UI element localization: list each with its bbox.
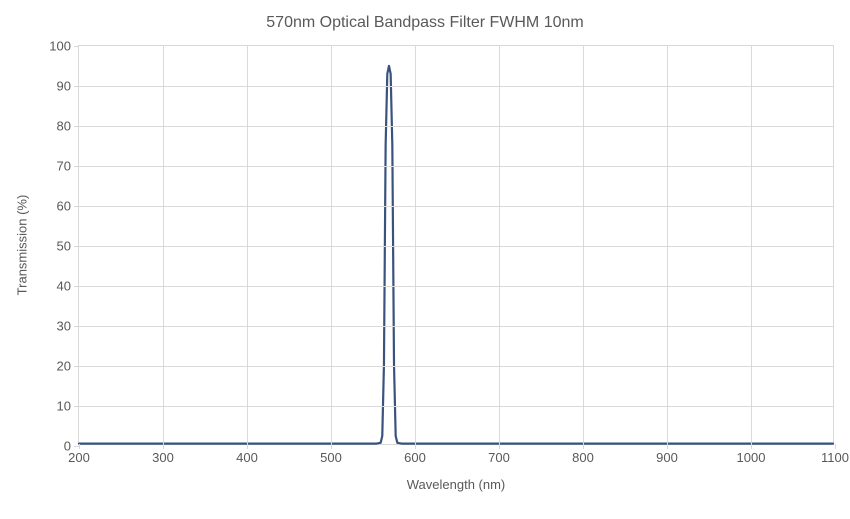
chart-title: 570nm Optical Bandpass Filter FWHM 10nm — [0, 14, 850, 32]
gridline-h — [79, 406, 833, 407]
x-tick-label: 600 — [404, 444, 426, 465]
gridline-h — [79, 366, 833, 367]
line-series — [79, 46, 833, 444]
gridline-h — [79, 206, 833, 207]
gridline-v — [163, 46, 164, 444]
x-tick-label: 400 — [236, 444, 258, 465]
gridline-v — [331, 46, 332, 444]
x-tick-label: 700 — [488, 444, 510, 465]
gridline-h — [79, 86, 833, 87]
y-tick-label: 90 — [57, 79, 79, 94]
gridline-v — [583, 46, 584, 444]
x-axis-label: Wavelength (nm) — [78, 477, 834, 492]
gridline-h — [79, 246, 833, 247]
y-tick-label: 60 — [57, 199, 79, 214]
y-tick-label: 100 — [49, 39, 79, 54]
y-tick-label: 20 — [57, 359, 79, 374]
x-tick-label: 800 — [572, 444, 594, 465]
gridline-h — [79, 126, 833, 127]
chart-container: 570nm Optical Bandpass Filter FWHM 10nm … — [0, 0, 850, 519]
x-tick-label: 500 — [320, 444, 342, 465]
gridline-v — [751, 46, 752, 444]
gridline-h — [79, 326, 833, 327]
gridline-v — [667, 46, 668, 444]
y-axis-label: Transmission (%) — [15, 195, 30, 296]
y-tick-label: 10 — [57, 399, 79, 414]
gridline-h — [79, 286, 833, 287]
gridline-h — [79, 166, 833, 167]
x-tick-label: 900 — [656, 444, 678, 465]
x-tick-label: 1100 — [821, 444, 849, 465]
gridline-v — [415, 46, 416, 444]
x-tick-label: 200 — [68, 444, 90, 465]
y-tick-label: 40 — [57, 279, 79, 294]
y-tick-label: 80 — [57, 119, 79, 134]
gridline-v — [499, 46, 500, 444]
x-tick-label: 300 — [152, 444, 174, 465]
x-tick-label: 1000 — [737, 444, 766, 465]
gridline-v — [247, 46, 248, 444]
y-tick-label: 30 — [57, 319, 79, 334]
y-tick-label: 70 — [57, 159, 79, 174]
y-tick-label: 50 — [57, 239, 79, 254]
plot-area: 0102030405060708090100200300400500600700… — [78, 45, 834, 445]
